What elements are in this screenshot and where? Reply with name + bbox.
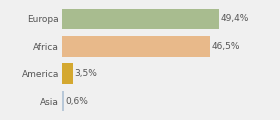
Bar bbox=[62, 36, 210, 57]
Text: 3,5%: 3,5% bbox=[74, 69, 97, 78]
Bar bbox=[62, 63, 73, 84]
Bar bbox=[62, 91, 64, 111]
Text: 0,6%: 0,6% bbox=[65, 96, 88, 105]
Bar bbox=[62, 9, 219, 29]
Text: 46,5%: 46,5% bbox=[211, 42, 240, 51]
Text: 49,4%: 49,4% bbox=[221, 15, 249, 24]
